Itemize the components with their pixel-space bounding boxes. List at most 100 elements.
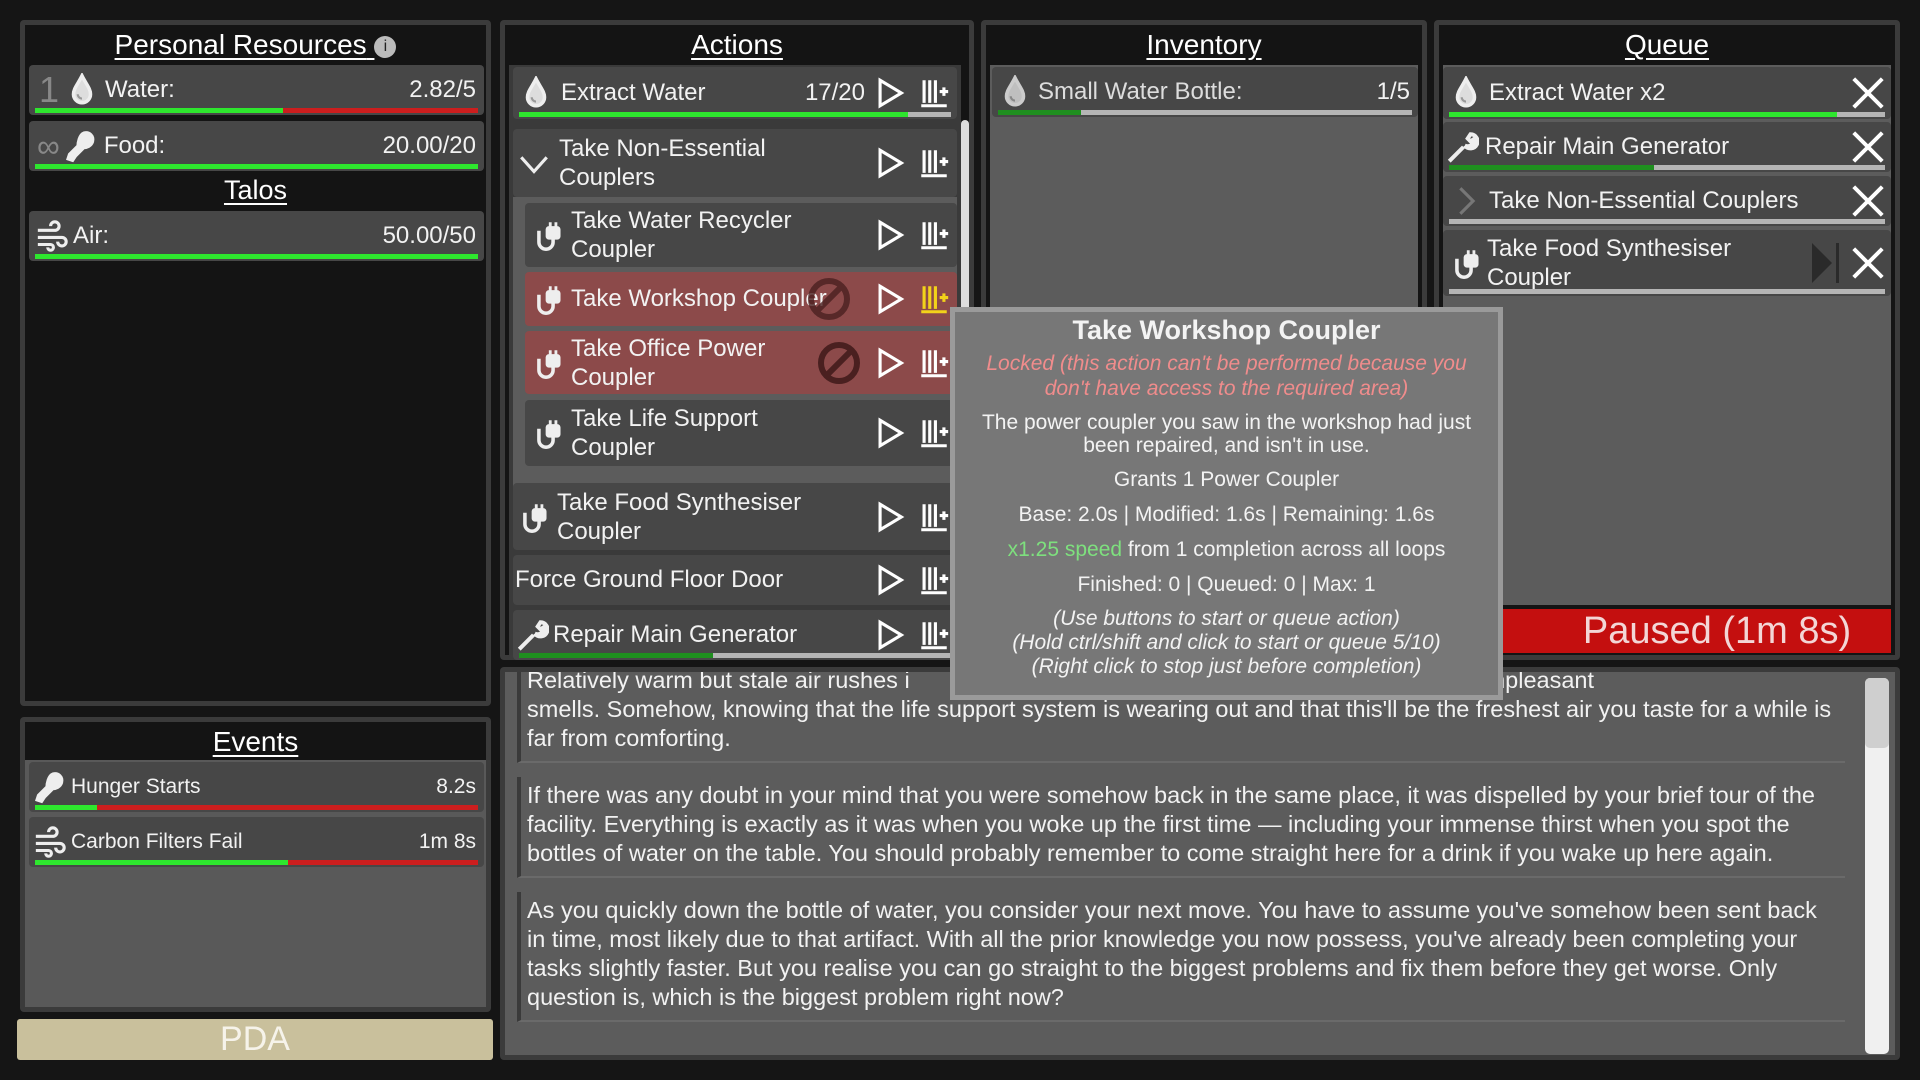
plug-icon [529,416,563,450]
action-progress-bar [519,653,951,658]
info-icon[interactable]: i [374,35,397,58]
play-icon[interactable] [873,76,907,110]
water-drop-icon [1449,76,1483,110]
resource-air: Air: 50.00/50 [29,211,484,261]
tooltip-grants: Grants 1 Power Coupler [1113,468,1340,491]
add-to-queue-icon[interactable] [917,76,951,110]
story-scrollbar[interactable] [1865,678,1889,1054]
queue-progress-bar [1449,219,1885,224]
add-to-queue-icon[interactable] [917,218,951,252]
food-progress-bar [35,164,478,169]
remove-from-queue-icon[interactable] [1849,182,1887,220]
event-carbon-filters-fail: Carbon Filters Fail 1m 8s [29,817,484,867]
story-log-panel: Relatively warm but stale air rushes in … [500,667,1900,1060]
locked-ban-icon [805,275,853,323]
add-to-queue-icon[interactable] [917,500,951,534]
add-to-queue-icon[interactable] [917,416,951,450]
add-to-queue-icon[interactable] [917,563,951,597]
action-take-office-power-coupler[interactable]: Take Office Power Coupler [525,331,957,394]
queue-item-take-food-synthesiser-coupler[interactable]: Take Food Synthesiser Coupler [1443,230,1891,296]
panel-title: Queue [1624,29,1710,60]
resource-water: 1 Water: 2.82/5 [29,65,484,115]
queue-item-repair-main-generator[interactable]: Repair Main Generator [1443,122,1891,172]
action-group-take-non-essential-couplers[interactable]: Take Non-Essential Couplers [513,129,957,197]
play-icon[interactable] [873,416,907,450]
tooltip-description: The power coupler you saw in the worksho… [981,411,1472,457]
play-icon[interactable] [873,618,907,652]
drumstick-icon [33,770,67,804]
plug-icon [529,218,563,252]
add-to-queue-icon[interactable] [917,282,951,316]
action-progress-bar [519,112,951,117]
talos-title: Talos [223,175,288,205]
panel-title: Inventory [1146,29,1262,60]
chevron-right-icon[interactable] [1449,184,1483,218]
personal-resources-panel: Personal Resources i 1 Water: 2.82/5 ∞ F… [20,20,491,706]
play-icon[interactable] [873,563,907,597]
actions-panel: Actions Extract Water 17/20 Take Non-Ess… [500,20,974,660]
tooltip-times: Base: 2.0s | Modified: 1.6s | Remaining:… [1018,503,1435,526]
action-take-food-synthesiser-coupler[interactable]: Take Food Synthesiser Coupler [513,483,957,550]
story-paragraph: If there was any doubt in your mind that… [517,777,1845,878]
divider [1836,243,1839,283]
locked-ban-icon [815,339,863,387]
play-icon[interactable] [873,346,907,380]
add-to-queue-icon[interactable] [917,346,951,380]
paused-status-button[interactable]: Paused (1m 8s) [1443,609,1891,653]
actions-scrollbar[interactable] [961,120,969,320]
wind-icon [33,825,67,859]
tooltip-speed: x1.25 speed from 1 completion across all… [1007,538,1446,561]
queue-panel: Queue Extract Water x2 Repair Main Gener… [1434,20,1900,660]
plug-icon [529,346,563,380]
action-take-workshop-coupler[interactable]: Take Workshop Coupler [525,272,957,326]
drumstick-icon [64,129,98,163]
tooltip-title: Take Workshop Coupler [1072,315,1381,345]
wrench-icon [515,618,549,652]
chevron-down-icon[interactable] [517,146,551,180]
panel-title: Personal Resources i [25,29,486,61]
remove-from-queue-icon[interactable] [1849,128,1887,166]
resource-food: ∞ Food: 20.00/20 [29,121,484,171]
add-to-queue-icon[interactable] [917,618,951,652]
event-progress-bar [35,805,478,810]
tooltip-locked-reason: Locked (this action can't be performed b… [986,352,1467,400]
event-hunger-starts: Hunger Starts 8.2s [29,762,484,812]
add-to-queue-icon[interactable] [917,146,951,180]
plug-icon [515,500,549,534]
inventory-progress-bar [998,110,1412,115]
pda-button[interactable]: PDA [17,1019,493,1060]
remove-from-queue-icon[interactable] [1849,244,1887,282]
water-drop-icon [998,75,1032,109]
queue-item-take-non-essential-couplers[interactable]: Take Non-Essential Couplers [1443,176,1891,226]
events-panel: Events Hunger Starts 8.2s Carbon Filters… [20,717,491,1012]
queue-item-extract-water[interactable]: Extract Water x2 [1443,67,1891,119]
tooltip-hints: (Use buttons to start or queue action) (H… [1012,607,1441,678]
plug-icon [1447,246,1481,280]
water-drop-icon [65,73,99,107]
inventory-item-small-water-bottle[interactable]: Small Water Bottle: 1/5 [992,67,1418,117]
story-paragraph: As you quickly down the bottle of water,… [517,892,1845,1022]
event-progress-bar [35,860,478,865]
play-icon[interactable] [873,282,907,316]
action-take-life-support-coupler[interactable]: Take Life Support Coupler [525,400,957,466]
queue-progress-bar [1449,289,1885,294]
queue-progress-bar [1449,165,1885,170]
tooltip-counts: Finished: 0 | Queued: 0 | Max: 1 [1077,573,1376,596]
play-icon[interactable] [873,500,907,534]
water-progress-bar [35,108,478,113]
resume-marker-icon [1812,243,1832,283]
action-extract-water[interactable]: Extract Water 17/20 [513,67,957,119]
panel-title: Events [212,726,299,757]
wrench-icon [1445,130,1479,164]
action-force-ground-floor-door[interactable]: Force Ground Floor Door [513,555,957,605]
action-take-water-recycler-coupler[interactable]: Take Water Recycler Coupler [525,203,957,267]
water-drop-icon [519,76,553,110]
action-repair-main-generator[interactable]: Repair Main Generator [513,610,957,660]
play-icon[interactable] [873,218,907,252]
air-progress-bar [35,254,478,259]
play-icon[interactable] [873,146,907,180]
wind-icon [35,219,69,253]
queue-progress-bar [1449,112,1885,117]
remove-from-queue-icon[interactable] [1849,74,1887,112]
plug-icon [529,282,563,316]
